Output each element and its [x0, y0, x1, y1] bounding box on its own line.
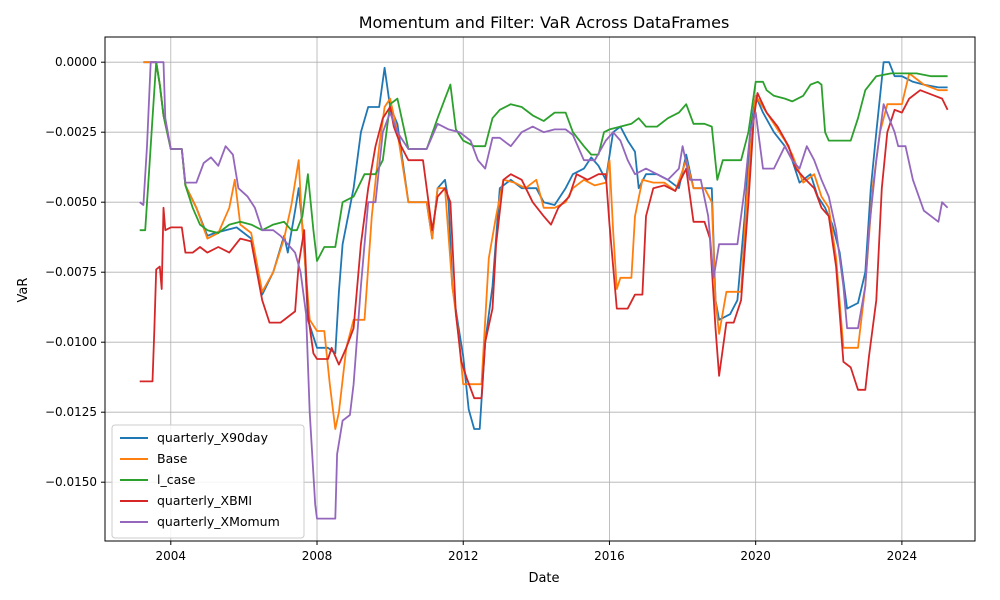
y-tick-label: −0.0125: [45, 405, 97, 419]
y-tick-label: −0.0150: [45, 475, 97, 489]
y-tick-label: −0.0075: [45, 265, 97, 279]
legend-box: [111, 424, 305, 539]
x-axis: 2004 2008 2012 2016 2020 2024: [156, 541, 918, 563]
series-lines: [139, 61, 949, 520]
y-tick-label: −0.0100: [45, 335, 97, 349]
grid: [105, 37, 975, 541]
y-tick-label: −0.0050: [45, 195, 97, 209]
legend-label: Base: [157, 451, 188, 466]
x-tick-label: 2020: [740, 549, 771, 563]
y-axis-label: VaR: [16, 278, 31, 303]
legend-label: quarterly_X90day: [157, 430, 269, 445]
legend-label: l_case: [157, 472, 196, 487]
x-tick-label: 2024: [887, 549, 918, 563]
y-tick-label: 0.0000: [55, 55, 97, 69]
x-axis-label: Date: [528, 571, 559, 586]
y-axis: 0.0000 −0.0025 −0.0050 −0.0075 −0.0100 −0.012…: [45, 55, 105, 489]
legend-label: quarterly_XMomum: [157, 514, 280, 529]
x-tick-label: 2004: [156, 549, 187, 563]
chart-title: Momentum and Filter: VaR Across DataFram…: [359, 13, 730, 32]
y-tick-label: −0.0025: [45, 125, 97, 139]
series-line-quarterly-xmomum: [139, 61, 949, 520]
series-line-quarterly-xbmi: [139, 89, 949, 400]
x-tick-label: 2016: [594, 549, 625, 563]
x-tick-label: 2008: [302, 549, 333, 563]
legend-label: quarterly_XBMI: [157, 493, 252, 508]
series-line-l-case: [139, 61, 948, 262]
legend: quarterly_X90day Base l_case quarterly_XBMI…: [111, 424, 305, 539]
x-tick-label: 2012: [448, 549, 479, 563]
plot-frame: [104, 36, 976, 542]
